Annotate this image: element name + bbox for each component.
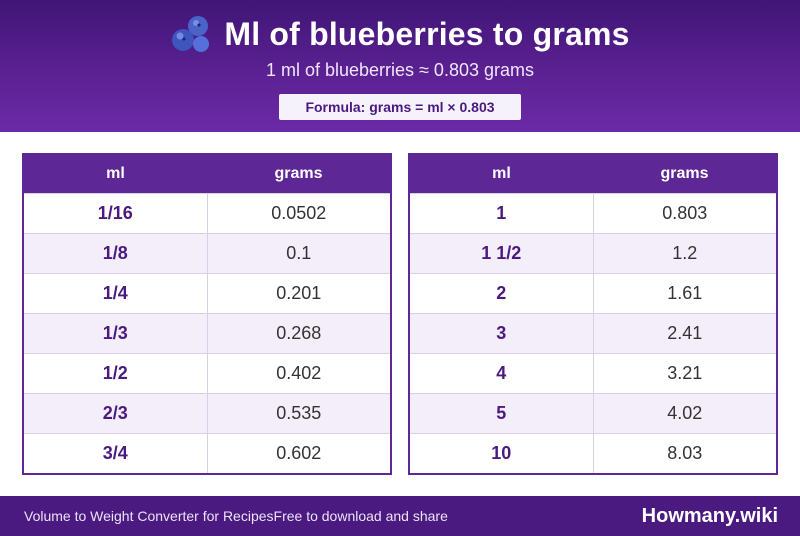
ml-cell: 1/8 — [23, 233, 208, 274]
grams-cell: 3.21 — [593, 353, 777, 394]
grams-cell: 0.201 — [207, 273, 391, 314]
page-subtitle: 1 ml of blueberries ≈ 0.803 grams — [265, 60, 534, 80]
table-row: 1/2 0.402 — [23, 353, 391, 394]
column-header-grams: grams — [207, 154, 391, 194]
table-row: 2 1.61 — [409, 273, 777, 314]
grams-cell: 1.2 — [593, 233, 777, 274]
ml-cell: 2 — [409, 273, 594, 314]
column-header-ml: ml — [409, 154, 593, 194]
conversion-table-left: ml grams 1/16 0.0502 1/8 0.1 1/4 0.201 1/3 0… — [22, 153, 392, 475]
conversion-table-right: ml grams 1 0.803 1 1/2 1.2 2 1.61 3 2.41 4 3.… — [408, 153, 778, 475]
footer-share-note: Free to download and share — [273, 508, 448, 524]
ml-cell: 3/4 — [23, 433, 208, 474]
formula-badge: Formula: grams = ml × 0.803 — [279, 94, 521, 120]
ml-cell: 2/3 — [23, 393, 208, 434]
grams-cell: 0.0502 — [207, 193, 391, 234]
column-header-ml: ml — [23, 154, 207, 194]
title-row: Ml of blueberries to grams — [0, 14, 800, 54]
footer-text: Volume to Weight Converter for RecipesFr… — [24, 496, 448, 536]
grams-cell: 0.535 — [207, 393, 391, 434]
grams-cell: 8.03 — [593, 433, 777, 474]
footer-bar: Volume to Weight Converter for RecipesFr… — [0, 496, 800, 536]
header-banner: Ml of blueberries to grams 1 ml of blueb… — [0, 0, 800, 132]
brand-logo-text[interactable]: Howmany.wiki — [641, 505, 778, 527]
ml-cell: 1 1/2 — [409, 233, 594, 274]
table-row: 1/3 0.268 — [23, 313, 391, 354]
footer-tagline: Volume to Weight Converter for Recipes — [24, 508, 274, 524]
table-row: 1/16 0.0502 — [23, 193, 391, 234]
grams-cell: 0.803 — [593, 193, 777, 234]
table-row: 3 2.41 — [409, 313, 777, 354]
ml-cell: 3 — [409, 313, 594, 354]
table-row: 4 3.21 — [409, 353, 777, 394]
ml-cell: 1/4 — [23, 273, 208, 314]
table-row: 1/4 0.201 — [23, 273, 391, 314]
grams-cell: 4.02 — [593, 393, 777, 434]
grams-cell: 1.61 — [593, 273, 777, 314]
ml-cell: 1 — [409, 193, 594, 234]
table-row: 1 1/2 1.2 — [409, 233, 777, 274]
grams-cell: 2.41 — [593, 313, 777, 354]
grams-cell: 0.402 — [207, 353, 391, 394]
table-row: 2/3 0.535 — [23, 393, 391, 434]
grams-cell: 0.1 — [207, 233, 391, 274]
table-row: 1 0.803 — [409, 193, 777, 234]
table-row: 3/4 0.602 — [23, 433, 391, 474]
page-title: Ml of blueberries to grams — [224, 15, 630, 52]
table-row: 10 8.03 — [409, 433, 777, 474]
table-row: 5 4.02 — [409, 393, 777, 434]
ml-cell: 10 — [409, 433, 594, 474]
ml-cell: 1/16 — [23, 193, 208, 234]
grams-cell: 0.602 — [207, 433, 391, 474]
ml-cell: 5 — [409, 393, 594, 434]
ml-cell: 1/2 — [23, 353, 208, 394]
ml-cell: 1/3 — [23, 313, 208, 354]
grams-cell: 0.268 — [207, 313, 391, 354]
ml-cell: 4 — [409, 353, 594, 394]
table-row: 1/8 0.1 — [23, 233, 391, 274]
column-header-grams: grams — [593, 154, 777, 194]
blueberries-icon — [172, 16, 210, 52]
